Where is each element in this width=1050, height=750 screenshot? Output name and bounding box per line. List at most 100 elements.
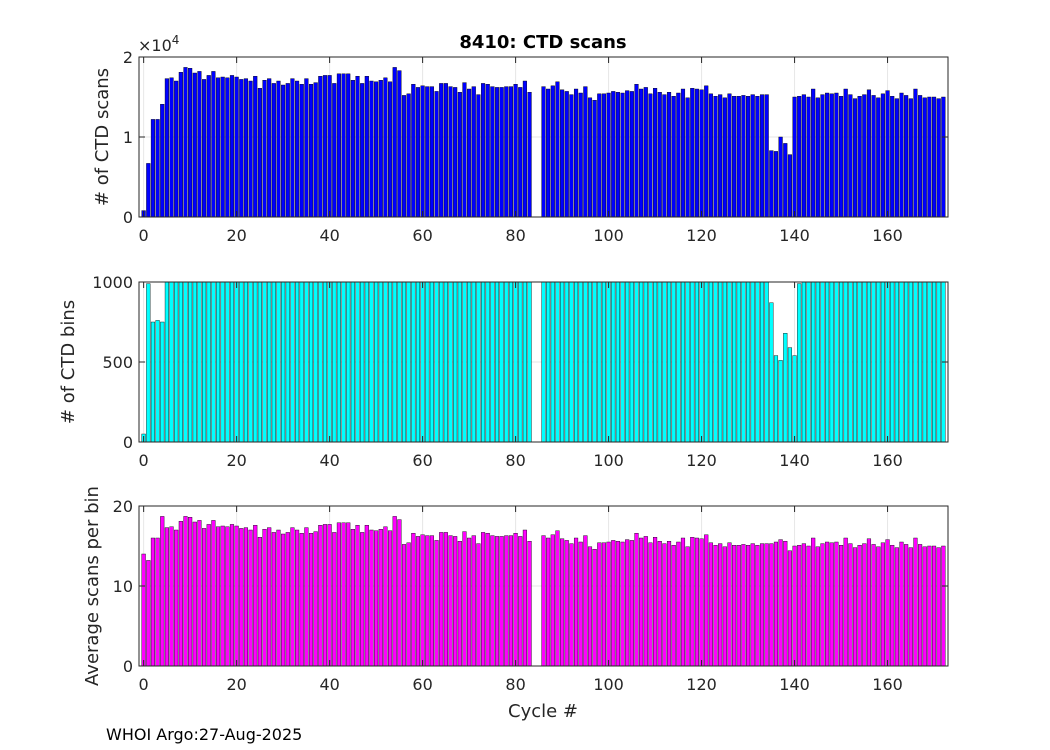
bar bbox=[471, 86, 476, 218]
bar bbox=[476, 543, 481, 667]
bar bbox=[806, 281, 811, 443]
bar bbox=[327, 75, 332, 218]
x-tick-label: 20 bbox=[226, 451, 246, 470]
bar bbox=[188, 67, 193, 218]
bar bbox=[443, 532, 448, 667]
bar bbox=[350, 79, 355, 218]
bar bbox=[364, 525, 369, 667]
bar bbox=[908, 98, 913, 218]
bar bbox=[894, 98, 899, 218]
bar bbox=[192, 281, 197, 443]
bar bbox=[918, 281, 923, 443]
bar bbox=[383, 77, 388, 218]
x-tick-label: 20 bbox=[226, 675, 246, 694]
bar bbox=[876, 97, 881, 218]
bar bbox=[708, 93, 713, 218]
bar bbox=[206, 75, 211, 218]
bar bbox=[257, 281, 262, 443]
bar bbox=[825, 541, 830, 667]
bar bbox=[546, 537, 551, 667]
bar bbox=[671, 95, 676, 218]
bar bbox=[253, 75, 258, 218]
bar bbox=[783, 143, 788, 218]
bar bbox=[755, 545, 760, 667]
bar bbox=[271, 532, 276, 667]
bar bbox=[160, 516, 165, 667]
bar bbox=[388, 81, 393, 218]
bar bbox=[797, 545, 802, 667]
bar bbox=[188, 517, 193, 667]
bar bbox=[462, 531, 467, 667]
bar bbox=[220, 525, 225, 667]
bar bbox=[550, 534, 555, 667]
bar bbox=[936, 98, 941, 218]
bar bbox=[262, 529, 267, 667]
bar bbox=[750, 543, 755, 667]
bar bbox=[295, 80, 300, 218]
y-tick-label: 1000 bbox=[92, 273, 133, 292]
bar bbox=[615, 281, 620, 443]
bar bbox=[913, 281, 918, 443]
bar bbox=[736, 95, 741, 218]
bar bbox=[666, 541, 672, 667]
bar bbox=[313, 281, 318, 443]
bar bbox=[299, 83, 304, 218]
plot-area-average-scans: 0 20 40 60 80 100 120 140 160 0 10 20 bbox=[113, 497, 949, 694]
bar bbox=[332, 281, 337, 443]
bar bbox=[820, 94, 825, 218]
bar bbox=[569, 543, 574, 667]
bar bbox=[364, 75, 369, 218]
bar bbox=[587, 97, 593, 218]
bar bbox=[848, 94, 853, 218]
bar bbox=[592, 281, 597, 443]
bar bbox=[346, 522, 351, 667]
bar bbox=[597, 93, 602, 218]
bar bbox=[894, 547, 899, 667]
bar bbox=[271, 83, 276, 218]
bar bbox=[908, 547, 913, 667]
bar bbox=[783, 541, 788, 667]
bar bbox=[448, 281, 453, 443]
bar bbox=[295, 281, 300, 443]
bar bbox=[653, 281, 658, 443]
bar bbox=[304, 527, 309, 667]
bar bbox=[899, 541, 904, 667]
bar bbox=[174, 80, 179, 218]
x-tick-label: 80 bbox=[505, 675, 525, 694]
bar bbox=[197, 71, 202, 218]
bar bbox=[732, 281, 737, 443]
bar bbox=[811, 537, 816, 667]
bar bbox=[504, 535, 509, 667]
bar bbox=[374, 81, 379, 218]
bar bbox=[722, 281, 727, 443]
x-tick-label: 40 bbox=[319, 675, 339, 694]
bar bbox=[839, 95, 844, 218]
bar bbox=[476, 281, 481, 443]
bar bbox=[490, 535, 495, 667]
bar bbox=[736, 281, 741, 443]
bar bbox=[941, 96, 946, 218]
bar bbox=[360, 532, 365, 667]
bar bbox=[694, 88, 699, 218]
bar bbox=[225, 281, 230, 443]
bar bbox=[360, 281, 365, 443]
bar bbox=[485, 533, 490, 667]
bar bbox=[234, 76, 239, 218]
bar bbox=[690, 87, 695, 218]
bar bbox=[522, 529, 527, 667]
bar bbox=[676, 541, 681, 667]
x-tick-label: 100 bbox=[593, 226, 624, 245]
bar bbox=[564, 281, 569, 443]
bar bbox=[504, 281, 509, 443]
bar bbox=[518, 536, 523, 667]
bar bbox=[569, 281, 574, 443]
bar bbox=[388, 530, 393, 667]
panel-ctd-bins: # of CTD bins 0 20 40 60 80 100 120 140 160 0 500 1… bbox=[58, 273, 949, 470]
bar bbox=[350, 529, 355, 667]
bar bbox=[592, 549, 597, 667]
plot-area-ctd-scans: 0 20 40 60 80 100 120 140 160 0 1 2 bbox=[123, 48, 949, 245]
bar bbox=[899, 92, 904, 218]
bar bbox=[397, 70, 402, 218]
bar bbox=[448, 86, 453, 218]
bar bbox=[462, 82, 467, 218]
